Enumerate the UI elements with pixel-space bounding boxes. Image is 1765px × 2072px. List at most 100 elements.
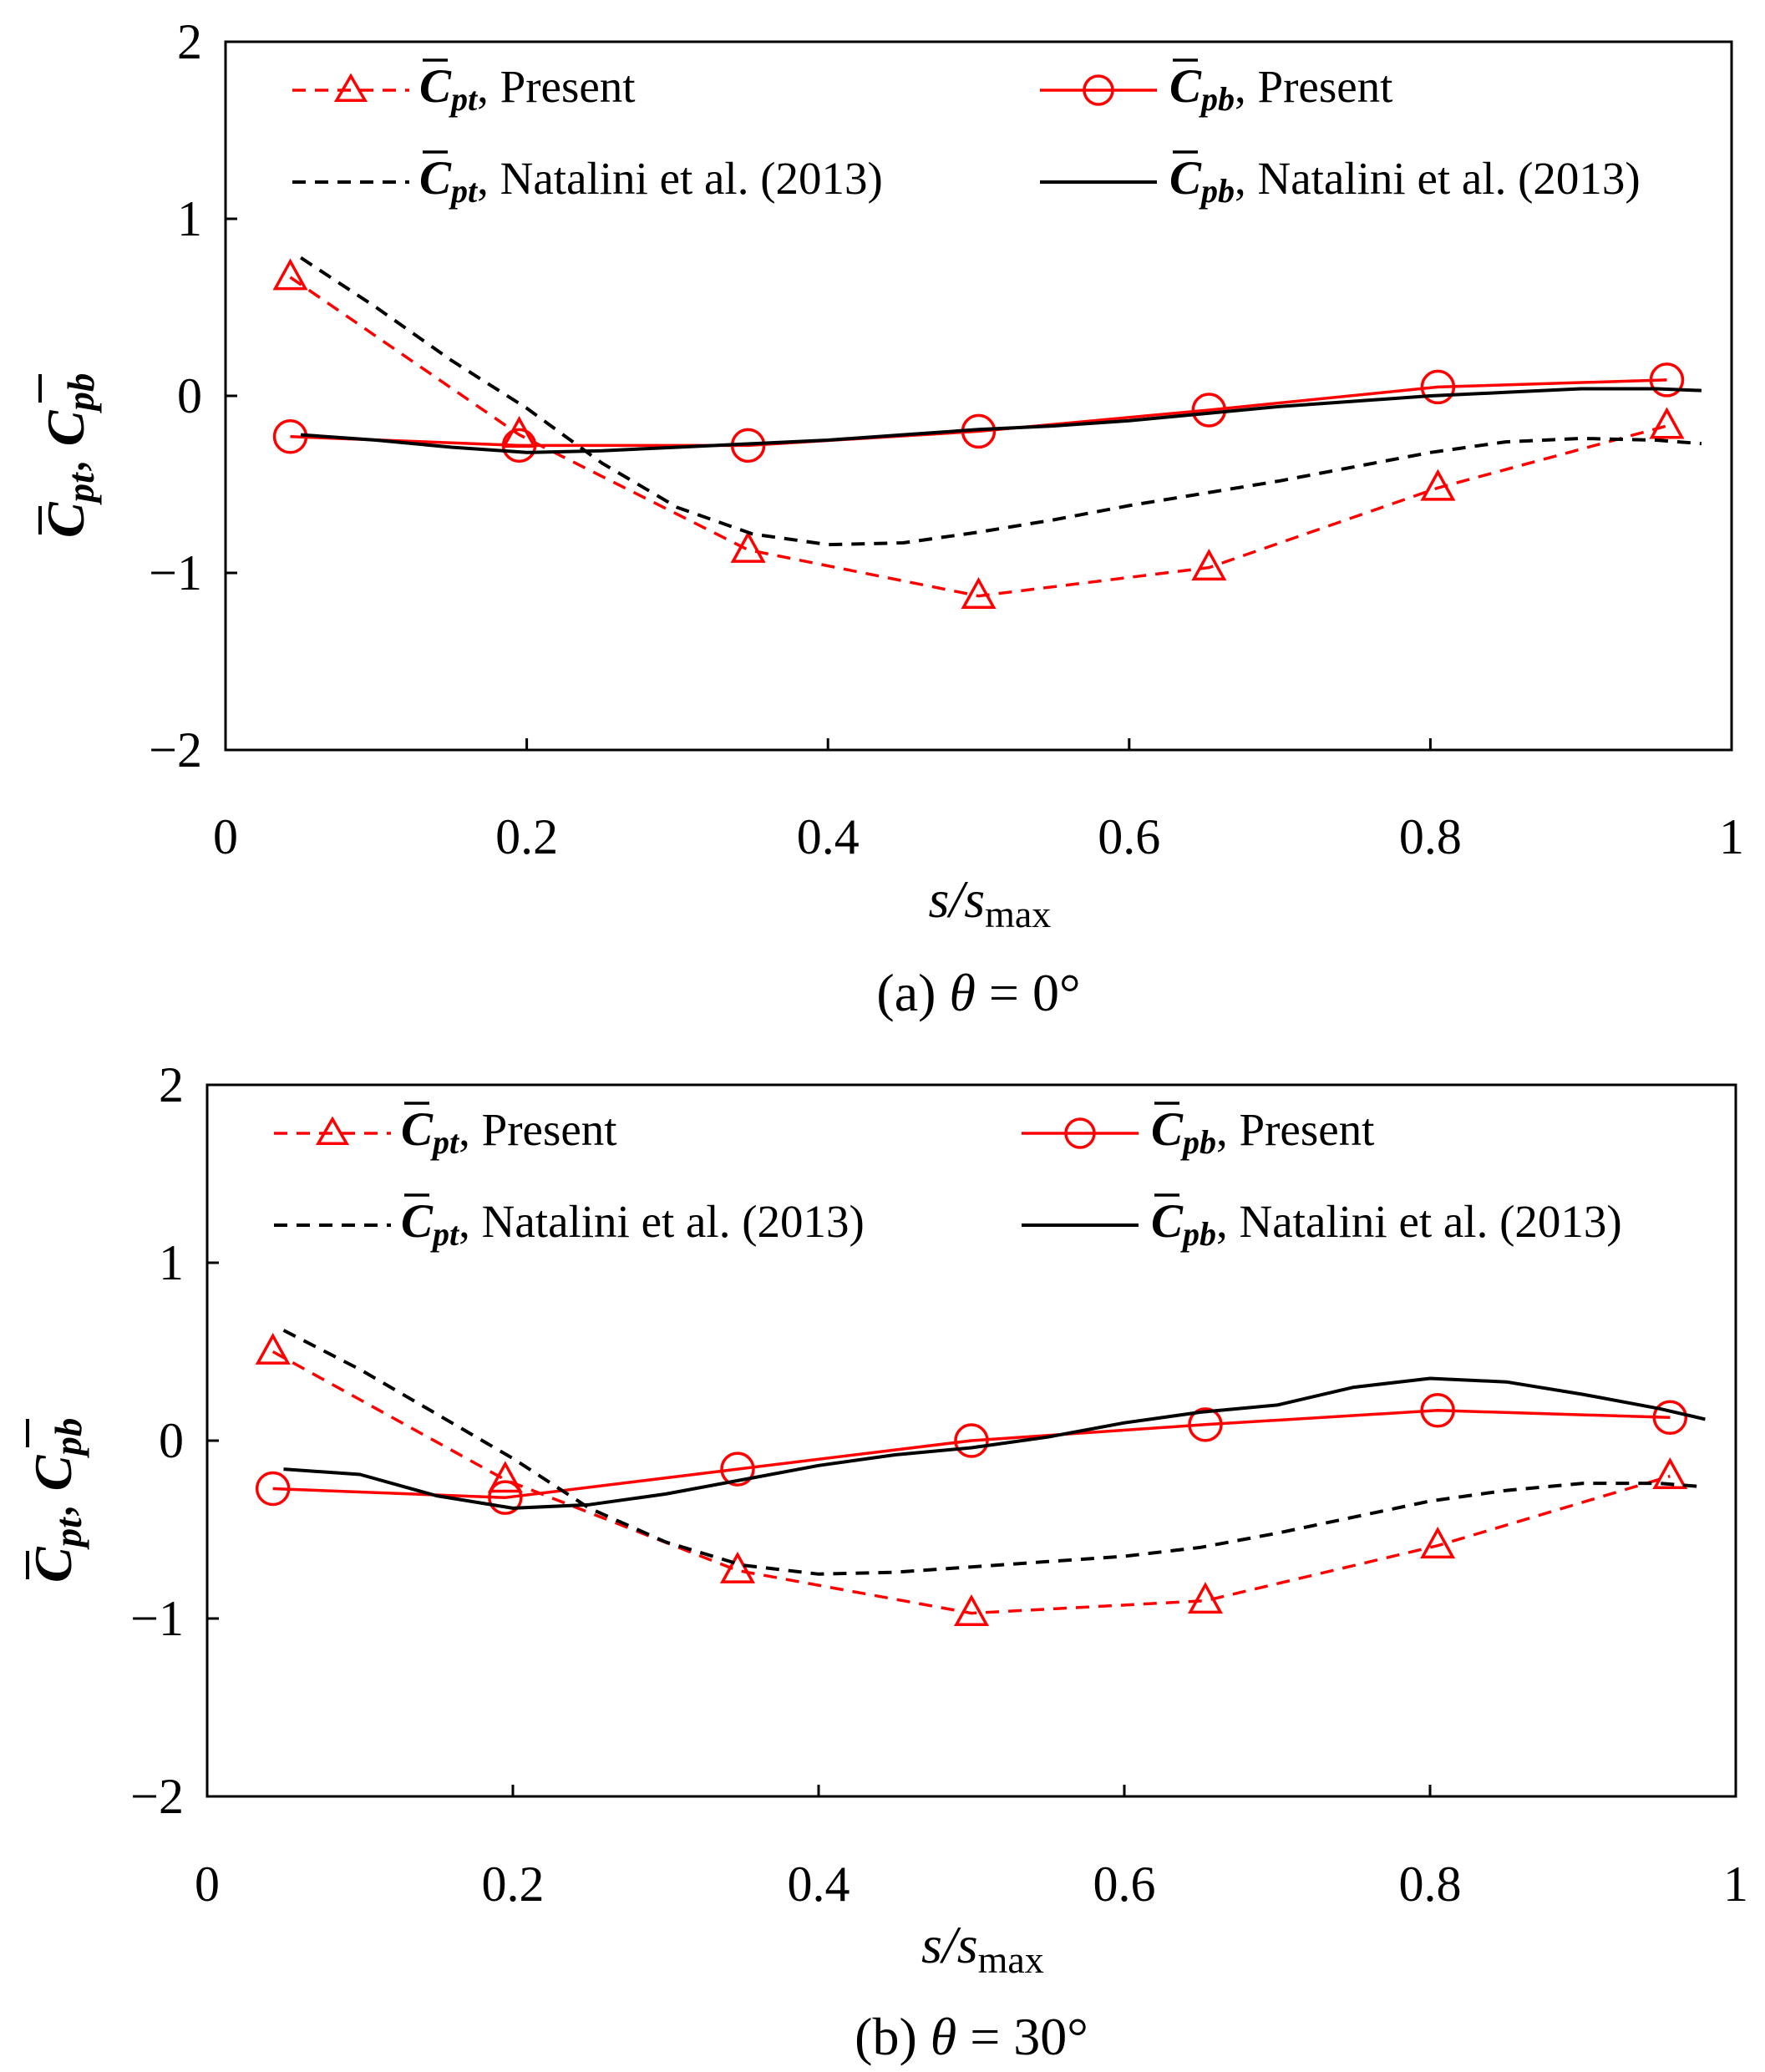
x-axis-label: s/smax <box>921 1915 1044 1981</box>
y-tick-label: −1 <box>130 1591 184 1646</box>
x-axis-label: s/smax <box>929 869 1052 935</box>
x-label-s: s <box>921 1915 942 1974</box>
series-line <box>300 256 1702 547</box>
caption-theta: θ <box>931 2007 956 2066</box>
legend-sep: , <box>459 1196 482 1247</box>
legend-label: Cpt, Natalini et al. (2013) <box>401 1195 865 1253</box>
x-label-s: s <box>929 869 950 929</box>
y-axis-label: Cpt, Cpb <box>36 373 102 538</box>
y-label-symbol: C <box>23 1546 83 1583</box>
x-label-sub: max <box>985 893 1051 935</box>
data-point-triangle <box>953 1593 990 1627</box>
legend-label: Cpb, Present <box>1169 60 1392 118</box>
data-point-circle <box>1652 1400 1688 1436</box>
series-cpb-natalini <box>300 387 1702 454</box>
data-point-triangle <box>719 1551 756 1583</box>
legend-subscript: pt <box>430 1215 460 1253</box>
x-label-sub: max <box>978 1938 1044 1981</box>
legend-label: Cpt, Present <box>419 60 636 118</box>
x-tick-label: 0.4 <box>797 809 860 864</box>
legend-name: Present <box>500 61 636 112</box>
y-tick-label: 0 <box>159 1413 184 1468</box>
x-tick-label: 1 <box>1719 809 1744 864</box>
series-line <box>282 1329 1706 1576</box>
y-tick-label: 0 <box>177 368 202 423</box>
x-tick-label: 0 <box>213 809 238 864</box>
y-tick-label: 1 <box>159 1235 184 1290</box>
x-tick-label: 0.2 <box>495 809 558 864</box>
legend-symbol: C <box>1169 152 1202 205</box>
caption-prefix: (a) <box>876 963 949 1022</box>
series-cpb-present <box>272 362 1685 464</box>
legend-subscript: pb <box>1180 1123 1216 1161</box>
series-cpt-present <box>255 1332 1688 1627</box>
legend-subscript: pb <box>1199 80 1235 118</box>
data-point-circle <box>1188 1407 1223 1442</box>
x-label-s2: s <box>957 1915 978 1974</box>
data-point-circle <box>954 1423 989 1458</box>
legend-entry-cpb-natalini: Cpb, Natalini et al. (2013) <box>1040 150 1641 210</box>
data-point-circle <box>1649 362 1685 398</box>
data-point-triangle <box>730 530 766 563</box>
y-axis-label-text: Cpt, Cpb <box>36 373 102 538</box>
y-label-symbol-2: C <box>23 1454 83 1491</box>
series-cpt-natalini <box>300 256 1702 547</box>
legend-name: Natalini et al. (2013) <box>500 153 883 204</box>
legend-marker-circle <box>1064 1117 1096 1149</box>
y-axis-label-text: Cpt, Cpb <box>23 1418 89 1583</box>
legend-symbol: C <box>1151 1195 1184 1248</box>
caption-eq: = 30° <box>956 2007 1088 2066</box>
series-line <box>283 1376 1706 1510</box>
legend-symbol: C <box>419 60 452 113</box>
data-point-circle <box>501 428 537 464</box>
data-point-triangle <box>961 576 997 609</box>
caption-prefix: (b) <box>855 2007 931 2066</box>
legend-sep: , <box>1235 61 1258 112</box>
legend-sep: , <box>1216 1104 1240 1155</box>
legend-symbol: C <box>419 152 452 205</box>
data-point-triangle <box>1652 1456 1688 1490</box>
y-tick-label: 1 <box>177 191 202 246</box>
y-label-symbol-2: C <box>36 409 95 446</box>
series-line <box>272 1409 1671 1499</box>
panel-caption: (b) θ = 30° <box>855 2007 1088 2066</box>
x-label-s2: s <box>964 869 985 929</box>
x-tick-label: 0.6 <box>1098 809 1160 864</box>
x-tick-label: 0.4 <box>788 1857 850 1912</box>
data-point-triangle <box>1420 1527 1456 1559</box>
data-point-circle <box>1420 369 1456 405</box>
x-tick-label: 0.8 <box>1399 1857 1462 1912</box>
series-cpb-natalini <box>283 1376 1706 1510</box>
series-line <box>271 1350 1671 1615</box>
legend-subscript: pb <box>1199 172 1235 210</box>
legend-name: Natalini et al. (2013) <box>482 1196 865 1247</box>
y-tick-label: −1 <box>149 545 202 600</box>
legend-entry-cpb-natalini: Cpb, Natalini et al. (2013) <box>1022 1193 1622 1253</box>
legend-entry-cpt-present: Cpt, Present <box>292 58 636 118</box>
legend-subscript: pb <box>1180 1215 1216 1253</box>
data-point-triangle <box>1191 549 1227 581</box>
y-label-space <box>36 446 95 459</box>
legend-name: Present <box>1258 61 1393 112</box>
data-point-triangle <box>1649 407 1685 439</box>
data-point-triangle <box>1187 1582 1224 1614</box>
legend-marker-triangle <box>315 1116 350 1145</box>
data-point-triangle <box>255 1332 291 1365</box>
x-tick-label: 0.6 <box>1093 1857 1156 1912</box>
legend-name: Present <box>482 1104 617 1155</box>
legend-label: Cpt, Present <box>401 1103 617 1161</box>
data-point-triangle <box>487 1461 523 1493</box>
series-line <box>300 387 1702 454</box>
caption-theta: θ <box>949 963 975 1022</box>
data-point-circle <box>1420 1393 1455 1428</box>
y-tick-label: −2 <box>130 1769 184 1824</box>
y-label-sep: , <box>23 1504 83 1517</box>
legend-symbol: C <box>1169 60 1202 113</box>
legend-subscript: pt <box>449 80 479 118</box>
legend-sep: , <box>477 153 500 204</box>
legend-sep: , <box>477 61 500 112</box>
series-line <box>289 276 1667 598</box>
legend-subscript: pt <box>430 1123 460 1161</box>
